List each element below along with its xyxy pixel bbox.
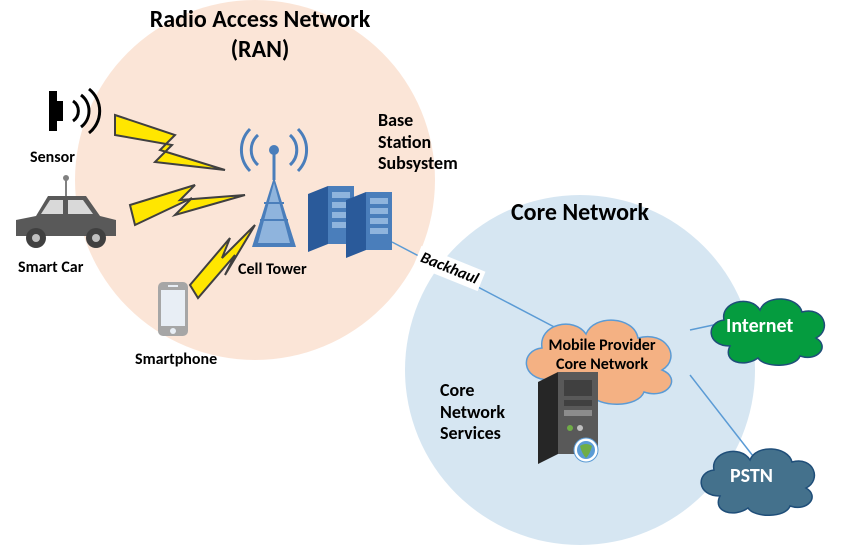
smart-car-icon [8,168,123,250]
pstn-label: PSTN [730,464,773,488]
sensor-node [45,85,105,142]
cell-tower-icon [238,125,310,250]
smartphone-label: Smartphone [135,350,217,369]
smartphone-icon [155,280,191,338]
lightning-car-icon [130,185,245,225]
pstn-cloud-node: PSTN [688,432,818,525]
core-server-node [530,370,608,475]
bss-node [302,180,392,263]
internet-cloud-node: Internet [698,282,828,375]
smartphone-node [155,280,191,343]
smart-car-node [8,168,123,255]
smart-car-label: Smart Car [18,258,83,277]
core-server-label: Core Network Services [440,380,505,445]
sensor-icon [45,85,105,137]
cell-tower-node [238,125,310,255]
provider-cloud-label: Mobile Provider Core Network [542,336,662,374]
bss-label: Base Station Subsystem [378,110,458,175]
cell-tower-label: Cell Tower [238,260,307,279]
core-server-icon [530,370,608,470]
lightning-sensor-icon [115,115,225,170]
internet-label: Internet [726,314,793,338]
sensor-label: Sensor [30,148,75,167]
bss-icon [302,180,392,258]
